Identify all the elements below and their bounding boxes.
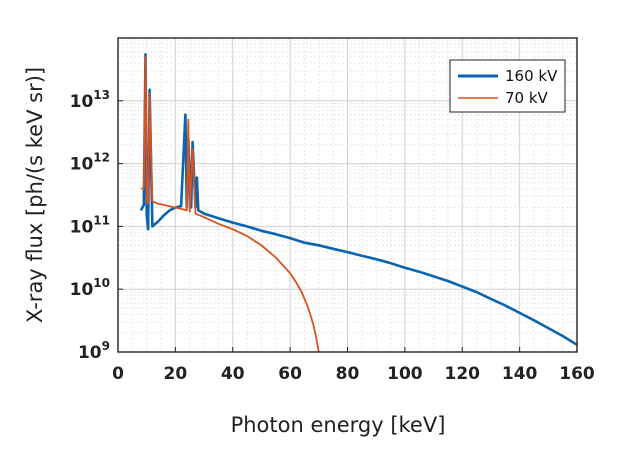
- x-tick-label: 80: [336, 364, 360, 384]
- y-tick-label: 1011: [70, 213, 110, 237]
- x-tick-label: 40: [221, 364, 245, 384]
- y-tick-label: 1010: [70, 276, 110, 300]
- x-axis-title: Photon energy [keV]: [231, 413, 446, 437]
- x-tick-labels: 0 20 40 60 80 100 120 140 160: [112, 364, 595, 384]
- series-line-160kv: [139, 52, 578, 346]
- x-tick-label: 100: [387, 364, 423, 384]
- series-layer: [139, 52, 578, 353]
- x-tick-label: 120: [445, 364, 481, 384]
- y-tick-labels: 109 1010 1011 1012 1013: [70, 88, 110, 363]
- legend: 160 kV 70 kV: [449, 59, 566, 113]
- y-axis-title: X-ray flux [ph/(s keV sr)]: [23, 67, 47, 323]
- x-tick-label: 160: [559, 364, 595, 384]
- ticks: [117, 100, 578, 353]
- y-tick-label: 1013: [70, 88, 110, 112]
- x-tick-label: 20: [164, 364, 188, 384]
- x-tick-label: 0: [112, 364, 124, 384]
- series-line-70kv: [140, 56, 320, 353]
- y-tick-label: 1012: [70, 151, 110, 175]
- legend-box: [449, 59, 566, 113]
- legend-label-70kv: 70 kV: [505, 89, 549, 107]
- y-tick-label: 109: [78, 339, 110, 363]
- legend-label-160kv: 160 kV: [505, 67, 558, 85]
- x-tick-label: 140: [502, 364, 538, 384]
- x-tick-label: 60: [278, 364, 302, 384]
